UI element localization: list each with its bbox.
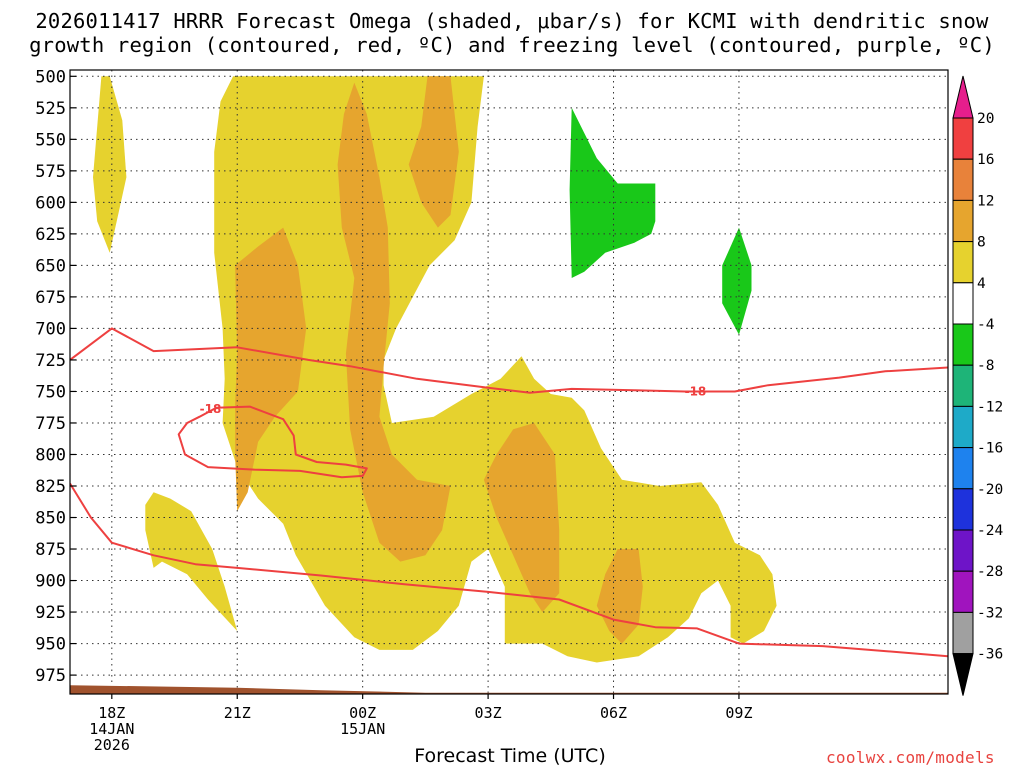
- colorbar-tick-16: 16: [977, 152, 994, 168]
- y-tick-label-875: 875: [35, 540, 66, 560]
- y-tick-label-775: 775: [35, 414, 66, 434]
- x-axis-label: Forecast Time (UTC): [414, 745, 606, 767]
- y-tick-label-625: 625: [35, 225, 66, 245]
- x-tick-label-06Z: 06Z: [600, 704, 627, 722]
- colorbar-tick--36: -36: [977, 647, 1003, 663]
- site-credit: coolwx.com/models: [826, 748, 995, 767]
- x-tick-label-09Z: 09Z: [725, 704, 752, 722]
- x-tick-label-03Z: 03Z: [475, 704, 502, 722]
- x-tick-year-18Z: 2026: [94, 736, 130, 754]
- y-tick-label-675: 675: [35, 288, 66, 308]
- y-tick-label-800: 800: [35, 445, 66, 465]
- plot-frame: [69, 69, 949, 695]
- colorbar-tick--28: -28: [977, 564, 1003, 580]
- shade-omega-neg4to-8-b: [722, 227, 752, 335]
- colorbar-tick-8: 8: [977, 235, 986, 251]
- y-tick-label-950: 950: [35, 635, 66, 655]
- x-tick-label-21Z: 21Z: [224, 704, 251, 722]
- colorbar-bin-bottom: [952, 653, 974, 696]
- colorbar-bin--20--16: [952, 447, 974, 490]
- y-tick-label-975: 975: [35, 666, 66, 686]
- colorbar-tick--32: -32: [977, 605, 1003, 621]
- contour-dgz-lower-m12: [70, 482, 948, 658]
- y-tick-label-525: 525: [35, 99, 66, 119]
- x-tick-date-18Z: 14JAN: [89, 720, 134, 738]
- contour-dgz-upper-m12: [70, 327, 948, 394]
- colorbar-bin--32--28: [952, 570, 974, 613]
- colorbar-tick--8: -8: [977, 358, 994, 374]
- colorbar-tick-4: 4: [977, 276, 986, 292]
- y-tick-label-750: 750: [35, 382, 66, 402]
- colorbar-bin-12-16: [952, 158, 974, 201]
- contour-label-upper: -18: [685, 384, 707, 398]
- colorbar-bin-8-12: [952, 199, 974, 243]
- shade-omega-8to12-a: [235, 227, 307, 512]
- y-tick-label-575: 575: [35, 162, 66, 182]
- colorbar-bin-top: [952, 75, 974, 119]
- y-tick-label-825: 825: [35, 477, 66, 497]
- colorbar-tick-12: 12: [977, 193, 994, 209]
- shade-omega-8to12-b: [337, 82, 451, 562]
- colorbar-bin--12--8: [952, 364, 974, 407]
- colorbar-tick--12: -12: [977, 399, 1003, 415]
- x-tick-label-00Z: 00Z: [349, 704, 376, 722]
- shade-omega-8to12-c: [408, 76, 459, 228]
- y-tick-label-600: 600: [35, 193, 66, 213]
- y-tick-label-550: 550: [35, 130, 66, 150]
- chart-title-line-2: growth region (contoured, red, ºC) and f…: [29, 33, 995, 57]
- colorbar-tick--16: -16: [977, 441, 1003, 457]
- y-tick-label-925: 925: [35, 603, 66, 623]
- shade-omega-4to8-lowleft: [145, 492, 238, 631]
- shade-omega-4to8-left-thin: [93, 76, 127, 253]
- y-tick-label-900: 900: [35, 572, 66, 592]
- y-tick-label-700: 700: [35, 319, 66, 339]
- colorbar-bin-16-20: [952, 117, 974, 160]
- colorbar-bin--16--12: [952, 405, 974, 449]
- contour-dgz-loop: [177, 405, 368, 479]
- colorbar-bin--28--24: [952, 529, 974, 572]
- y-tick-label-850: 850: [35, 509, 66, 529]
- terrain-surface: [70, 685, 948, 694]
- y-tick-label-725: 725: [35, 351, 66, 371]
- colorbar-bin--8--4: [952, 323, 974, 366]
- colorbar-bin--24--20: [952, 488, 974, 531]
- colorbar-tick--4: -4: [977, 317, 995, 333]
- shade-omega-neg4to-8-a: [569, 107, 656, 278]
- colorbar-tick--20: -20: [977, 482, 1003, 498]
- y-tick-label-650: 650: [35, 256, 66, 276]
- y-tick-label-500: 500: [35, 67, 66, 87]
- colorbar-bin-4-8: [952, 241, 974, 284]
- colorbar-tick-20: 20: [977, 111, 994, 127]
- colorbar-tick--24: -24: [977, 523, 1003, 539]
- x-tick-date-00Z: 15JAN: [340, 720, 385, 738]
- x-tick-label-18Z: 18Z: [98, 704, 125, 722]
- colorbar-bin--36--32: [952, 611, 974, 655]
- chart-title-line-1: 2026011417 HRRR Forecast Omega (shaded, …: [35, 9, 989, 33]
- colorbar-bin--4-4: [952, 282, 974, 325]
- shade-omega-8to12-e: [596, 549, 643, 644]
- contour-label-loop: -18: [200, 402, 222, 416]
